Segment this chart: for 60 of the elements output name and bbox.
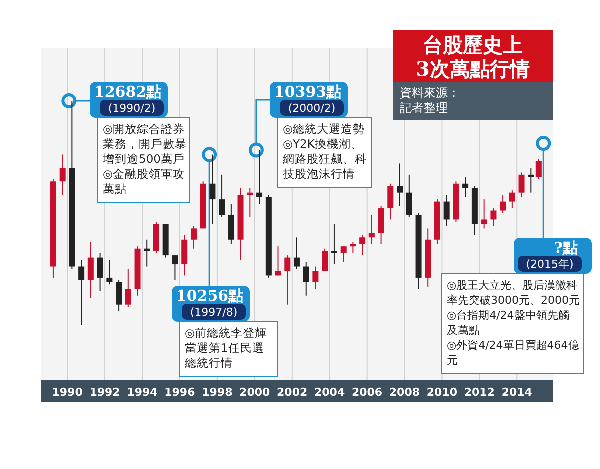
candlestick xyxy=(275,246,282,276)
candlestick xyxy=(388,183,394,220)
annotation: 10256點 xyxy=(176,287,244,305)
candlestick xyxy=(294,237,300,270)
annotation: (2015年) xyxy=(526,258,574,271)
candlestick xyxy=(509,190,516,210)
candlestick xyxy=(536,158,542,180)
candlestick xyxy=(106,260,113,286)
candlestick xyxy=(490,208,497,227)
candlestick xyxy=(462,176,469,198)
candlestick xyxy=(60,154,66,196)
x-tick-label: 2006 xyxy=(352,386,383,399)
candlestick xyxy=(125,268,132,308)
annotation: ◎股王大立光、股后漢微科率先突破3000元、2000元◎台指期4/24盤中領先觸及萬點◎外資4/24單日買超464億元 xyxy=(447,279,580,367)
x-tick-label: 1992 xyxy=(90,386,120,399)
candlestick xyxy=(97,252,104,292)
chart-title: 台股歷史上 3次萬點行情 xyxy=(416,33,530,81)
candlestick xyxy=(190,226,197,250)
candlestick xyxy=(78,260,85,326)
x-tick-label: 1990 xyxy=(52,386,84,399)
annotation: (1997/8) xyxy=(190,306,238,319)
candlestick xyxy=(518,172,525,198)
annotation: 10393點 xyxy=(274,83,342,101)
x-tick-label: 1998 xyxy=(202,386,233,399)
x-tick-label: 2010 xyxy=(426,386,458,399)
candlestick xyxy=(406,174,412,218)
candlestick xyxy=(368,214,375,245)
candlestick xyxy=(360,234,366,256)
annotation: ◎開放綜合證券業務，開戶數暴增到逾500萬戶◎金融股領軍攻萬點 xyxy=(102,122,187,196)
x-tick-label: 2014 xyxy=(502,386,533,399)
candlestick xyxy=(340,246,347,263)
x-tick-label: 2002 xyxy=(277,386,308,399)
candlestick xyxy=(444,194,450,227)
candlestick xyxy=(256,150,263,205)
candlestick xyxy=(481,199,488,230)
annotation: (2000/2) xyxy=(288,102,336,115)
candlestick xyxy=(88,242,94,299)
candlestick xyxy=(397,163,404,207)
annotation: 資料來源：記者整理 xyxy=(400,86,460,115)
annotation: (1990/2) xyxy=(108,102,156,115)
candlestick xyxy=(116,280,122,312)
text: ◎前總統李登輝當選第1任民選總統行情 xyxy=(184,326,268,370)
candlestick xyxy=(500,194,506,214)
candlestick xyxy=(312,266,319,290)
candlestick xyxy=(210,154,216,225)
candlestick xyxy=(303,262,310,296)
annotation: 12682點 xyxy=(94,83,162,101)
x-tick-label: 2000 xyxy=(240,386,271,399)
x-tick-label: 2004 xyxy=(314,386,346,399)
candlestick xyxy=(172,255,178,281)
x-tick-label: 1994 xyxy=(127,386,158,399)
candlestick xyxy=(331,224,338,266)
candlestick xyxy=(322,248,328,272)
annotation: ?點 xyxy=(554,239,578,257)
x-tick-label: 2008 xyxy=(389,386,420,399)
candlestick xyxy=(219,174,226,218)
x-tick-label: 1996 xyxy=(164,386,196,399)
annotation: ◎總統大選造勢◎Y2K換機潮、網路股狂飆、科技股泡沫行情 xyxy=(282,122,367,181)
candlestick xyxy=(284,255,291,306)
x-tick-label: 2012 xyxy=(464,386,495,399)
